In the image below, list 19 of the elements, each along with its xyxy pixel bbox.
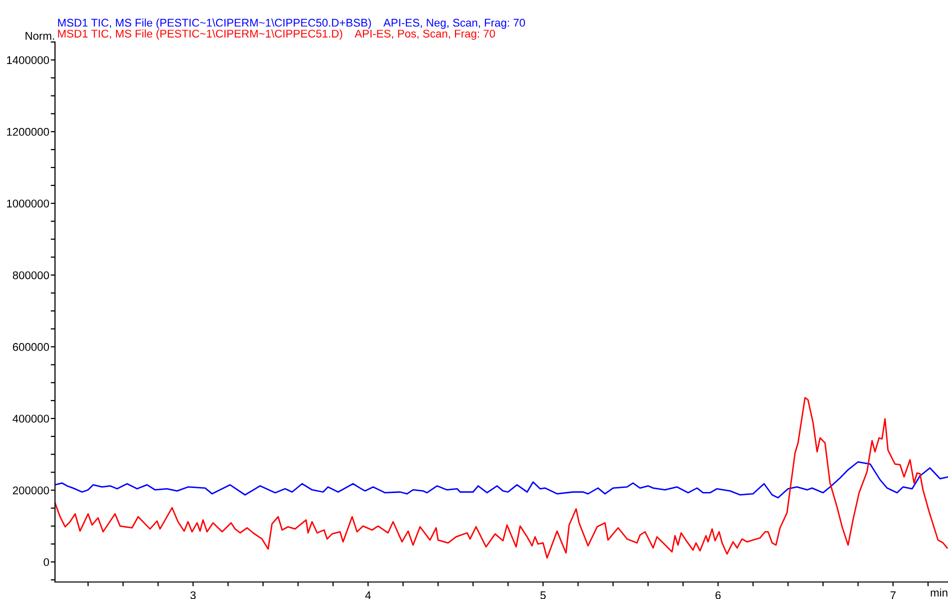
y-axis-title: Norm. [26,32,54,40]
y-tick-label: 200000 [12,486,50,494]
text: MSD1 TIC, MS File (PESTIC~1\CIPERM~1\CIPPEC51.D) API-ES, Pos, Scan, Frag: 70 [58,29,495,40]
x-tick-label: 5 [540,591,546,599]
y-tick-label: 600000 [12,343,50,351]
text: MSD1 TIC, MS File (PESTIC~1\CIPERM~1\CIPPEC50.D+BSB) API-ES, Neg, Scan, Frag: 70 [58,18,525,29]
line-series [55,461,948,498]
x-axis-title: min [930,588,948,597]
y-tick-label: 400000 [12,414,50,423]
x-tick-label: 6 [716,591,721,599]
y-tick-label: 0 [44,558,50,566]
x-tick-label: 3 [190,591,196,599]
y-tick-label: 1200000 [7,128,50,136]
y-tick-label: 1400000 [7,56,50,64]
y-tick-label: 800000 [12,271,50,280]
x-tick-label: 4 [365,591,371,599]
y-tick-label: 1000000 [7,200,50,208]
line-series [55,397,948,559]
x-tick-label: 7 [890,591,896,599]
